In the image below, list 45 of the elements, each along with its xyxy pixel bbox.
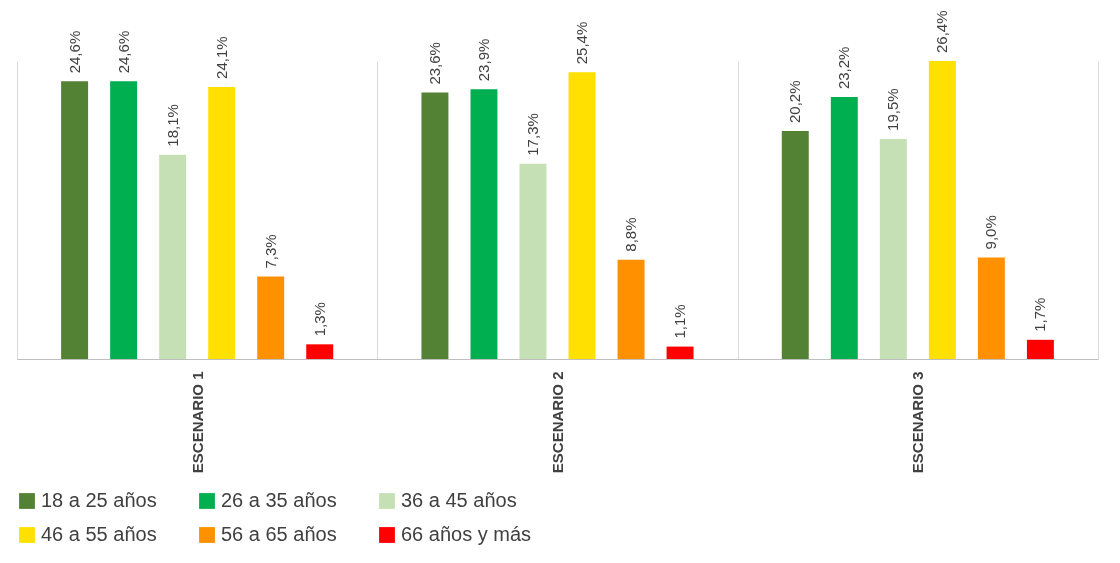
- legend-label: 36 a 45 años: [401, 489, 517, 511]
- legend-label: 56 a 65 años: [221, 523, 337, 545]
- bar: [306, 344, 334, 359]
- bar: [568, 72, 596, 359]
- legend-label: 46 a 55 años: [41, 523, 157, 545]
- data-label: 25,4%: [573, 21, 591, 65]
- legend-label: 18 a 25 años: [41, 489, 157, 511]
- data-label: 19,5%: [884, 88, 902, 131]
- legend-label: 66 años y más: [401, 523, 532, 545]
- data-label: 1,7%: [1031, 297, 1049, 332]
- data-label: 17,3%: [523, 113, 541, 156]
- bar: [61, 81, 89, 359]
- bar: [159, 154, 187, 359]
- bar: [257, 276, 285, 359]
- bar: [208, 86, 236, 359]
- bar: [666, 346, 694, 359]
- data-label: 24,6%: [114, 30, 132, 74]
- bar: [879, 138, 907, 359]
- data-label: 20,2%: [786, 80, 804, 123]
- data-label: 18,1%: [163, 104, 181, 147]
- data-label: 8,8%: [622, 217, 640, 252]
- bar: [421, 92, 449, 359]
- data-label: 1,1%: [671, 304, 689, 339]
- legend-label: 26 a 35 años: [221, 489, 337, 511]
- data-label: 23,6%: [425, 42, 443, 85]
- x-tick-label: ESCENARIO 1: [188, 371, 206, 474]
- bar: [1026, 339, 1054, 359]
- x-tick-label: ESCENARIO 3: [909, 371, 927, 474]
- bar: [519, 163, 547, 359]
- bar: [617, 259, 645, 359]
- data-label: 26,4%: [933, 10, 951, 53]
- bar: [781, 130, 809, 359]
- data-label: 24,6%: [65, 30, 83, 74]
- bar: [470, 89, 498, 359]
- data-label: 23,2%: [835, 46, 853, 90]
- data-label: 23,9%: [474, 38, 492, 82]
- bar: [110, 81, 138, 359]
- bar: [977, 257, 1005, 359]
- bar: [928, 61, 956, 359]
- x-tick-label: ESCENARIO 2: [549, 371, 566, 474]
- data-label: 7,3%: [261, 234, 279, 269]
- data-label: 24,1%: [212, 36, 230, 79]
- data-label: 9,0%: [982, 215, 1000, 250]
- data-label: 1,3%: [310, 302, 328, 337]
- bar: [830, 97, 858, 359]
